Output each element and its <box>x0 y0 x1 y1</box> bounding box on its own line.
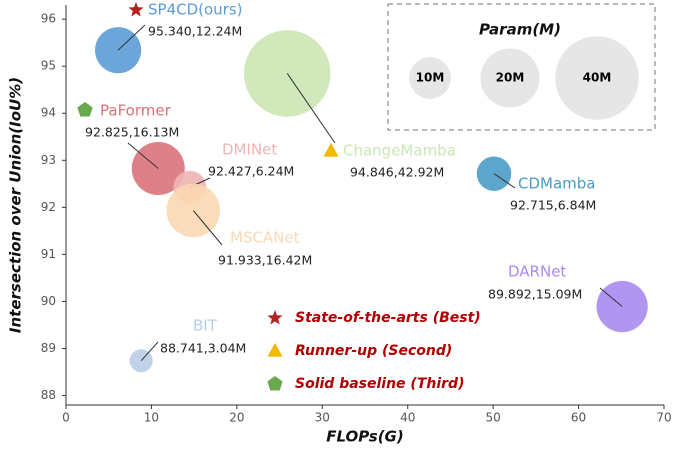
x-tick-label: 0 <box>62 411 70 425</box>
y-tick-label: 90 <box>41 294 56 308</box>
series-name: DMINet <box>222 141 277 159</box>
value-label: 92.715,6.84M <box>510 198 596 213</box>
leader-line <box>117 24 146 51</box>
x-axis-title: FLOPs(G) <box>326 428 403 446</box>
size-legend-label: 10M <box>416 71 445 85</box>
marker-icon <box>267 376 283 391</box>
y-tick-label: 91 <box>41 247 56 261</box>
marker-icon <box>267 310 283 325</box>
value-label: 88.741,3.04M <box>160 341 246 356</box>
x-tick-label: 50 <box>486 411 501 425</box>
series-name: BIT <box>193 317 218 335</box>
x-tick-label: 40 <box>400 411 415 425</box>
size-legend-label: 20M <box>496 71 525 85</box>
series-name: SP4CD(ours) <box>148 1 243 19</box>
x-tick-label: 20 <box>229 411 244 425</box>
y-tick-label: 88 <box>41 388 56 402</box>
size-legend-circle <box>409 57 451 99</box>
leader-line <box>286 73 336 144</box>
marker-icon <box>323 143 339 157</box>
leader-line <box>192 210 223 246</box>
leader-line <box>493 173 516 189</box>
value-label: 91.933,16.42M <box>218 253 312 268</box>
marker-icon <box>77 102 93 117</box>
value-label: 94.846,42.92M <box>350 165 444 180</box>
marker-icon <box>267 343 283 357</box>
value-label: 89.892,15.09M <box>488 287 582 302</box>
x-tick-label: 30 <box>315 411 330 425</box>
y-tick-label: 89 <box>41 341 56 355</box>
size-legend-title: Param(M) <box>479 21 561 39</box>
x-tick-label: 10 <box>144 411 159 425</box>
size-legend-label: 40M <box>583 71 612 85</box>
y-tick-label: 94 <box>41 106 56 120</box>
y-axis-title: Intersection over Union(IoU%) <box>7 77 25 333</box>
marker-icon <box>128 2 144 17</box>
value-label: 92.825,16.13M <box>85 125 179 140</box>
bubble <box>476 156 512 191</box>
series-name: CDMamba <box>518 175 595 193</box>
leader-line <box>140 341 159 362</box>
y-tick-label: 95 <box>41 59 56 73</box>
rank-legend-label: State-of-the-arts (Best) <box>295 310 481 326</box>
x-tick-label: 60 <box>571 411 586 425</box>
series-name: DARNet <box>508 263 566 281</box>
rank-legend-label: Solid baseline (Third) <box>295 376 464 392</box>
y-tick-label: 93 <box>41 153 56 167</box>
rank-legend-label: Runner-up (Second) <box>295 343 452 359</box>
bubble <box>95 27 142 74</box>
leader-line <box>599 287 623 307</box>
series-name: PaFormer <box>100 102 172 120</box>
size-legend-circle <box>480 48 540 108</box>
x-tick-label: 70 <box>656 411 671 425</box>
y-tick-label: 96 <box>41 12 56 26</box>
value-label: 95.340,12.24M <box>148 24 242 39</box>
size-legend-circle <box>555 36 639 120</box>
series-name: ChangeMamba <box>343 142 456 160</box>
leader-line <box>127 142 159 169</box>
y-tick-label: 92 <box>41 200 56 214</box>
value-label: 92.427,6.24M <box>208 164 294 179</box>
series-name: MSCANet <box>230 229 300 247</box>
size-legend-box <box>387 3 656 131</box>
